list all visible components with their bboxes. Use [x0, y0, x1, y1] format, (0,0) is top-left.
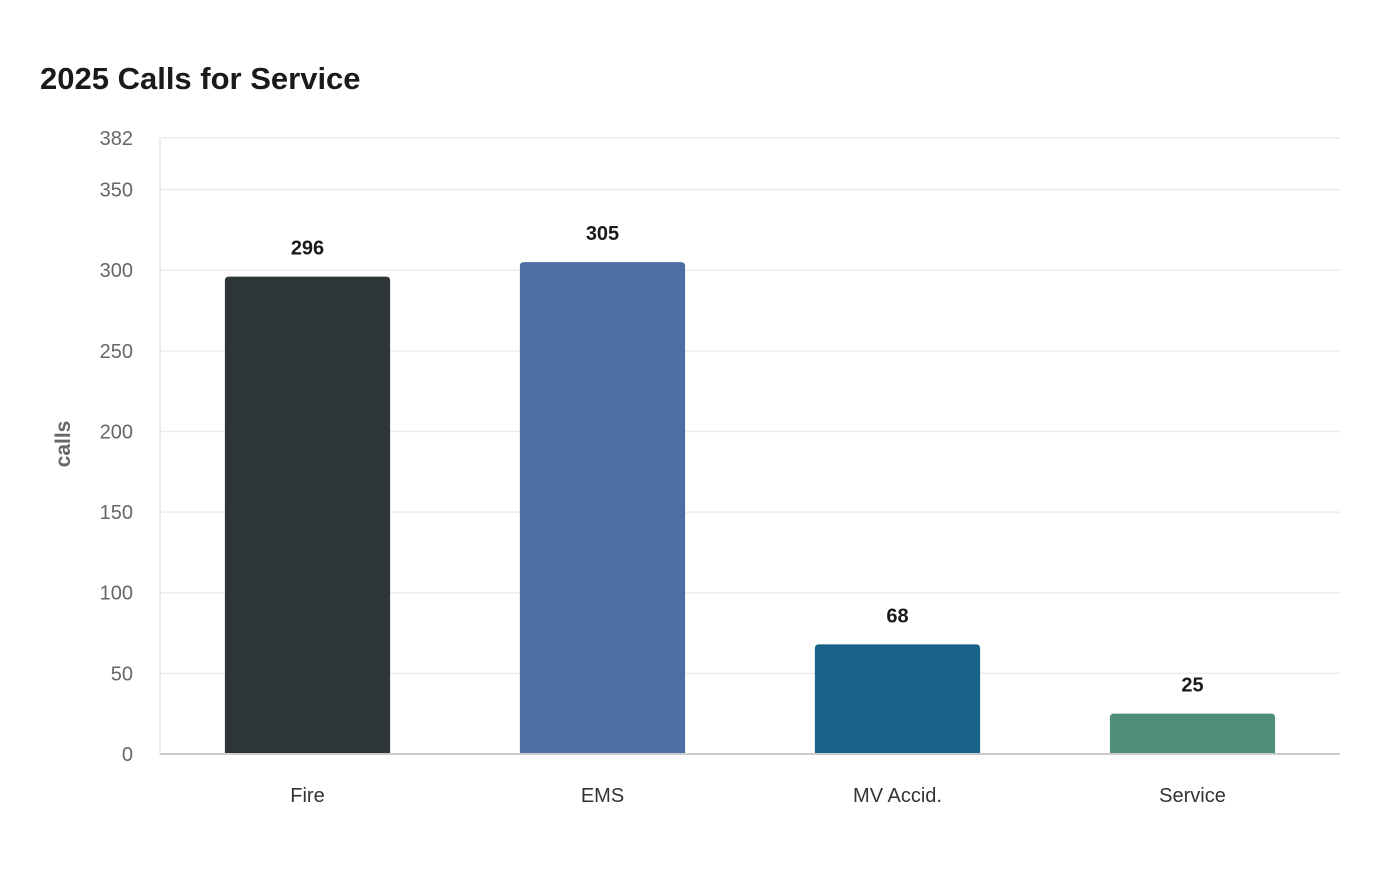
bars — [224, 262, 1276, 754]
bar-mv-accid — [814, 644, 981, 754]
bar-fire — [224, 276, 391, 754]
y-tick-label: 150 — [100, 502, 133, 524]
y-axis-title: calls — [52, 421, 75, 468]
bar-value-label: 25 — [1181, 675, 1203, 697]
value-labels: 296 305 68 25 — [291, 223, 1204, 697]
y-tick-label: 0 — [122, 744, 133, 766]
bar-service — [1109, 713, 1276, 754]
x-category-label: Fire — [290, 785, 324, 807]
y-tick-label: 382 — [100, 128, 133, 150]
y-tick-label: 200 — [100, 421, 133, 443]
x-category-label: EMS — [581, 785, 624, 807]
x-axis-categories: Fire EMS MV Accid. Service — [290, 785, 1226, 807]
x-category-label: Service — [1159, 785, 1226, 807]
chart-title: 2025 Calls for Service — [40, 61, 361, 96]
bar-value-label: 68 — [886, 605, 908, 627]
y-tick-label: 100 — [100, 583, 133, 605]
y-tick-label: 350 — [100, 180, 133, 202]
bar-value-label: 305 — [586, 223, 619, 245]
y-tick-label: 250 — [100, 341, 133, 363]
x-category-label: MV Accid. — [853, 785, 942, 807]
y-tick-label: 50 — [111, 663, 133, 685]
bar-value-label: 296 — [291, 238, 324, 260]
bar-ems — [519, 262, 686, 754]
y-tick-label: 300 — [100, 260, 133, 282]
y-axis-ticks: 0 50 100 150 200 250 300 350 382 — [100, 128, 133, 766]
